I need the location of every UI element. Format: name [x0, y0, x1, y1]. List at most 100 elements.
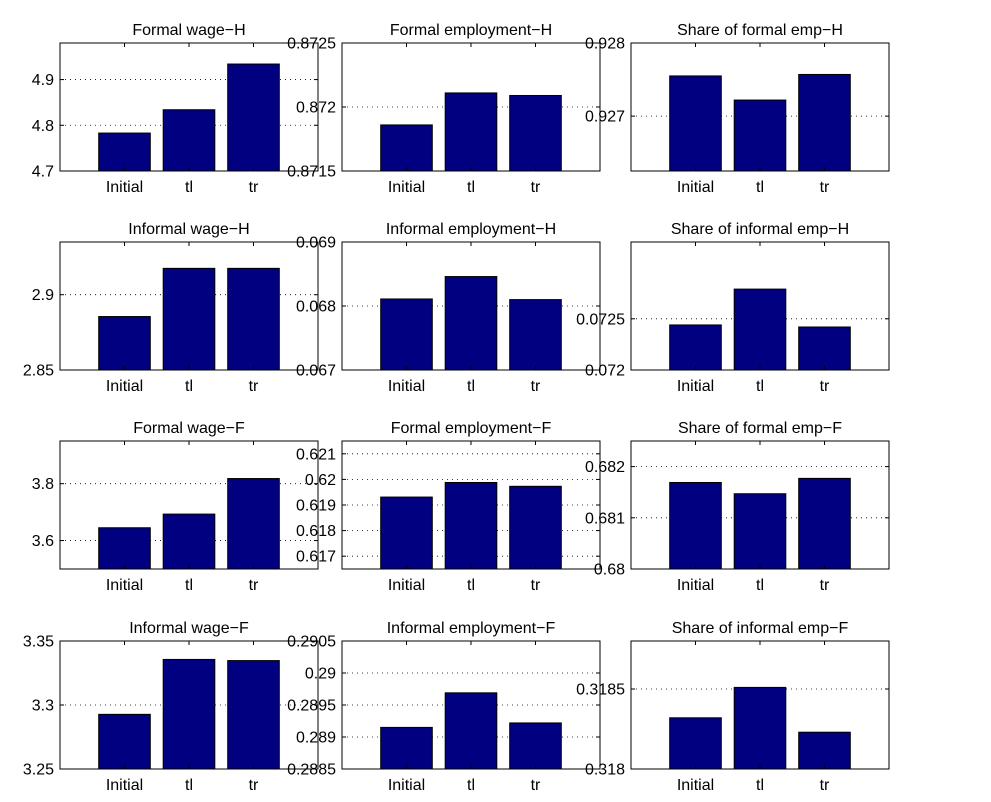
y-tick-label: 0.069: [296, 235, 336, 252]
bar-tr: [798, 477, 851, 570]
x-tick-label: tr: [820, 577, 830, 594]
y-tick-label: 0.0725: [576, 311, 625, 328]
y-tick-label: 3.25: [23, 762, 54, 779]
y-tick-label: 2.9: [32, 287, 54, 304]
bar-tr: [227, 267, 280, 371]
y-tick-label: 4.9: [32, 72, 54, 89]
bar-initial: [669, 717, 722, 770]
y-tick-label: 0.8715: [287, 164, 336, 181]
chart-panel-10: Informal wage−F 3.25 3.3 3.35 Initial tl tr: [23, 620, 319, 794]
y-tick-label: 0.62: [305, 472, 336, 489]
x-tick-label: tr: [249, 577, 259, 594]
y-tick-label: 4.7: [32, 164, 54, 181]
bar-tl: [444, 92, 498, 172]
chart-title: Informal employment−H: [386, 221, 556, 238]
y-tick-label: 3.8: [32, 476, 54, 493]
y-tick-label: 0.927: [585, 109, 625, 126]
chart-title: Informal wage−H: [128, 221, 249, 238]
bar-tr: [509, 94, 562, 172]
bar-tl: [162, 109, 216, 172]
x-tick-label: Initial: [677, 179, 714, 196]
x-tick-label: tl: [756, 179, 764, 196]
bar-tr: [798, 326, 851, 371]
x-tick-label: Initial: [388, 777, 425, 794]
y-tick-label: 0.29: [305, 666, 336, 683]
chart-title: Formal wage−H: [132, 22, 245, 39]
x-tick-label: tl: [467, 777, 475, 794]
y-tick-label: 0.3185: [576, 682, 625, 699]
chart-panel-7: Formal wage−F 3.6 3.8 Initial tl tr: [32, 420, 319, 594]
x-tick-label: tl: [467, 577, 475, 594]
bar-initial: [380, 726, 433, 770]
x-tick-label: tr: [249, 378, 259, 395]
y-tick-label: 0.621: [296, 446, 336, 463]
x-tick-label: tr: [820, 179, 830, 196]
bar-tl: [733, 99, 787, 172]
y-tick-label: 3.3: [32, 698, 54, 715]
x-tick-label: tl: [185, 777, 193, 794]
y-tick-label: 0.072: [585, 363, 625, 380]
chart-panel-5: Informal employment−H 0.067 0.068 0.069 Init…: [296, 221, 601, 395]
x-tick-label: Initial: [388, 577, 425, 594]
y-tick-label: 0.872: [296, 100, 336, 117]
chart-title: Formal employment−F: [391, 420, 552, 437]
chart-title: Share of formal emp−H: [677, 22, 843, 39]
bar-initial: [380, 124, 433, 172]
bar-tr: [227, 660, 280, 770]
x-tick-label: tl: [756, 577, 764, 594]
bar-tr: [798, 73, 851, 172]
x-tick-label: tl: [756, 378, 764, 395]
chart-title: Informal wage−F: [129, 620, 249, 637]
bar-initial: [380, 298, 433, 371]
chart-panel-1: Formal wage−H 4.7 4.8 4.9 Initial tl tr: [32, 22, 319, 196]
x-tick-label: tr: [531, 378, 541, 395]
y-tick-label: 0.682: [585, 459, 625, 476]
chart-title: Formal wage−F: [133, 420, 245, 437]
bar-initial: [98, 316, 151, 371]
bar-tr: [227, 63, 280, 172]
x-tick-label: tl: [185, 378, 193, 395]
y-tick-label: 4.8: [32, 118, 54, 135]
x-tick-label: tr: [249, 777, 259, 794]
x-tick-label: tr: [820, 777, 830, 794]
x-tick-label: Initial: [106, 777, 143, 794]
y-tick-label: 0.618: [296, 523, 336, 540]
bar-tl: [162, 267, 216, 371]
y-tick-label: 0.619: [296, 498, 336, 515]
bar-initial: [98, 132, 151, 172]
chart-panel-12: Share of informal emp−F 0.318 0.3185 Initia…: [576, 620, 890, 794]
y-tick-label: 0.067: [296, 363, 336, 380]
bar-initial: [669, 481, 722, 570]
x-tick-label: tl: [185, 577, 193, 594]
bar-initial: [669, 75, 722, 172]
bar-tr: [509, 485, 562, 570]
x-tick-label: Initial: [677, 777, 714, 794]
x-tick-label: Initial: [106, 179, 143, 196]
x-tick-label: Initial: [388, 378, 425, 395]
bar-tl: [444, 481, 498, 570]
y-tick-label: 0.681: [585, 510, 625, 527]
y-tick-label: 3.6: [32, 533, 54, 550]
x-tick-label: tr: [531, 577, 541, 594]
chart-title: Share of informal emp−H: [671, 221, 849, 238]
bar-initial: [669, 324, 722, 371]
y-tick-label: 0.289: [296, 730, 336, 747]
chart-panel-6: Share of informal emp−H 0.072 0.0725 Initia…: [576, 221, 890, 395]
x-tick-label: Initial: [677, 577, 714, 594]
bar-tl: [733, 288, 787, 371]
x-tick-label: tr: [249, 179, 259, 196]
y-tick-label: 3.35: [23, 634, 54, 651]
bar-tl: [733, 686, 787, 770]
chart-panel-9: Share of formal emp−F 0.68 0.681 0.682 Initi…: [585, 420, 890, 594]
bar-initial: [98, 713, 151, 770]
y-tick-label: 0.2885: [287, 762, 336, 779]
x-tick-label: tr: [531, 179, 541, 196]
chart-title: Formal employment−H: [390, 22, 552, 39]
chart-title: Share of informal emp−F: [672, 620, 849, 637]
x-tick-label: tl: [756, 777, 764, 794]
chart-panel-3: Share of formal emp−H 0.927 0.928 Initial tl…: [585, 22, 890, 196]
bar-tr: [509, 722, 562, 770]
x-tick-label: Initial: [106, 577, 143, 594]
